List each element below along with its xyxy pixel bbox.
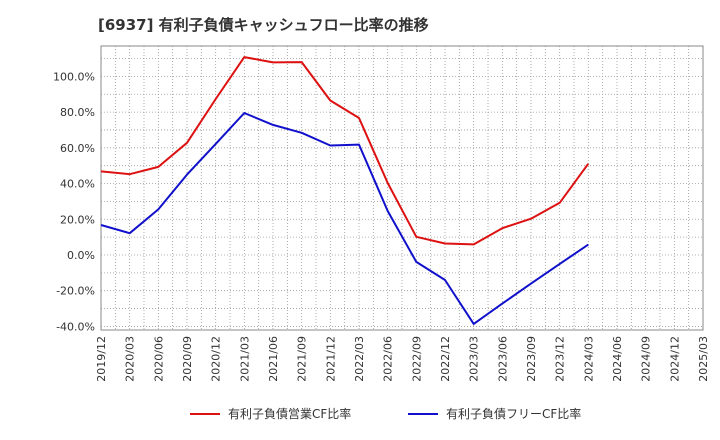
series-line-2 [100,112,589,325]
x-tick-label: 2019/12 [95,336,108,382]
x-tick-label: 2024/03 [582,336,595,382]
series-line-1 [100,56,590,246]
y-tick-label: -20.0% [56,285,95,298]
x-tick-label: 2023/06 [496,336,509,382]
y-tick-label: 20.0% [60,213,95,226]
x-axis: 2019/12 2020/03 2020/06 2020/09 2020/12 2021/… [95,336,710,382]
x-tick-label: 2020/03 [124,336,137,382]
series [100,56,590,325]
grid [101,46,703,330]
y-tick-label: 60.0% [60,142,95,155]
x-tick-label: 2021/12 [324,336,337,382]
y-tick-label: 40.0% [60,178,95,191]
x-tick-label: 2021/03 [238,336,251,382]
y-axis: 100.0% 80.0% 60.0% 40.0% 20.0% 0.0% -20.0% -40.… [53,70,95,333]
x-tick-label: 2022/03 [353,336,366,382]
legend: 有利子負債営業CF比率 有利子負債フリーCF比率 [190,406,581,421]
x-tick-label: 2025/03 [697,336,710,382]
chart-title: [6937] 有利子負債キャッシュフロー比率の推移 [98,16,429,34]
legend-label-1: 有利子負債営業CF比率 [228,406,351,421]
x-tick-label: 2023/09 [525,336,538,382]
y-tick-label: 80.0% [60,106,95,119]
y-tick-label: -40.0% [56,320,95,333]
x-tick-label: 2024/06 [611,336,624,382]
x-tick-label: 2023/03 [468,336,481,382]
x-tick-label: 2022/12 [439,336,452,382]
x-tick-label: 2021/06 [267,336,280,382]
x-tick-label: 2020/09 [181,336,194,382]
x-tick-label: 2024/09 [640,336,653,382]
x-tick-label: 2021/09 [296,336,309,382]
y-tick-label: 100.0% [53,70,95,83]
x-tick-label: 2024/12 [668,336,681,382]
x-tick-label: 2023/12 [554,336,567,382]
x-tick-label: 2022/06 [382,336,395,382]
x-tick-label: 2020/12 [210,336,223,382]
plot-frame [100,45,704,331]
x-tick-label: 2022/09 [410,336,423,382]
y-tick-label: 0.0% [67,249,95,262]
x-tick-label: 2020/06 [152,336,165,382]
legend-label-2: 有利子負債フリーCF比率 [446,406,581,421]
